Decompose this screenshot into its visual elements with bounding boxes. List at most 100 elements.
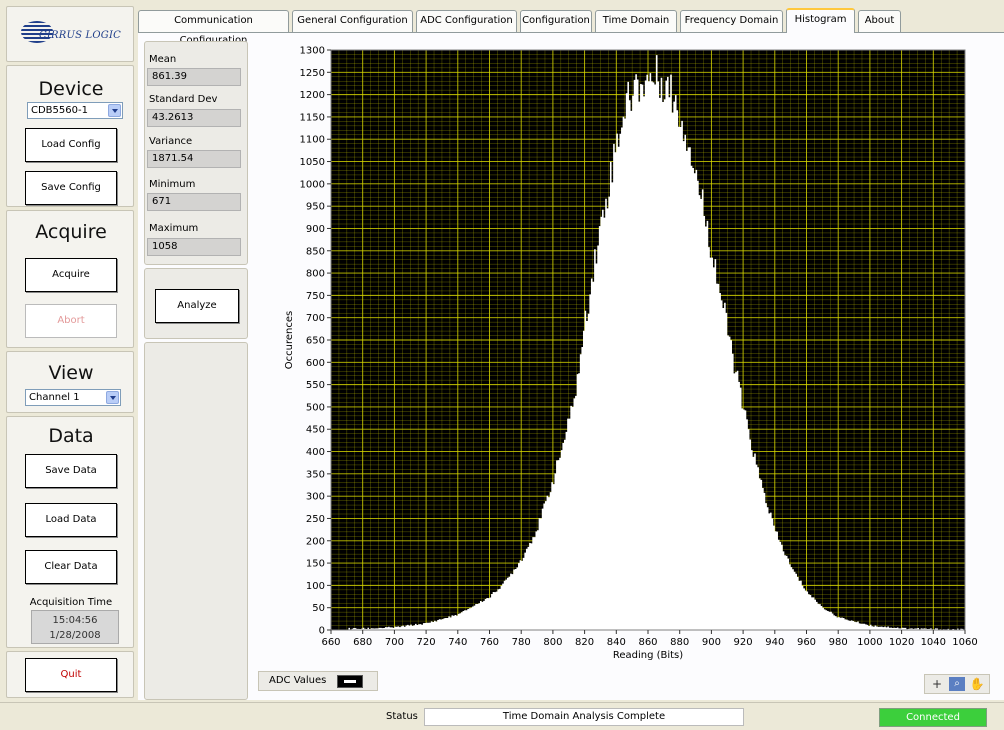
histogram-chart[interactable]: 0 50 100 150 200 250 300 350 400 450 500 550 600 650 7… bbox=[258, 40, 998, 670]
acquisition-date: 1/28/2008 bbox=[49, 630, 101, 641]
chevron-down-icon[interactable] bbox=[108, 104, 121, 117]
save-data-button[interactable]: Save Data bbox=[25, 454, 117, 488]
device-heading: Device bbox=[38, 78, 104, 100]
std-dev-value: 43.2613 bbox=[147, 109, 241, 127]
cursor-crosshair-icon[interactable]: + bbox=[931, 677, 943, 691]
y-tick-label: 1250 bbox=[300, 68, 325, 79]
minimum-label: Minimum bbox=[149, 179, 196, 190]
y-tick-label: 750 bbox=[306, 291, 325, 302]
acquisition-time-label: Acquisition Time bbox=[29, 597, 113, 608]
tab-configuration[interactable]: Configuration bbox=[520, 10, 592, 32]
cirrus-logo-icon bbox=[21, 21, 53, 43]
y-tick-label: 1000 bbox=[300, 179, 325, 190]
y-tick-label: 1050 bbox=[300, 157, 325, 168]
y-tick-label: 950 bbox=[306, 202, 325, 213]
y-tick-label: 650 bbox=[306, 336, 325, 347]
tab-adc-configuration[interactable]: ADC Configuration bbox=[416, 10, 517, 32]
acquire-button[interactable]: Acquire bbox=[25, 258, 117, 292]
y-tick-label: 150 bbox=[306, 559, 325, 570]
y-tick-label: 500 bbox=[306, 402, 325, 413]
y-tick-label: 700 bbox=[306, 313, 325, 324]
y-tick-label: 300 bbox=[306, 492, 325, 503]
x-tick-label: 900 bbox=[702, 637, 721, 648]
std-dev-label: Standard Dev bbox=[149, 94, 218, 105]
y-tick-label: 1300 bbox=[300, 46, 325, 57]
x-axis-label: Reading (Bits) bbox=[613, 650, 683, 661]
load-data-button[interactable]: Load Data bbox=[25, 503, 117, 537]
quit-button[interactable]: Quit bbox=[25, 658, 117, 692]
minimum-value: 671 bbox=[147, 193, 241, 211]
tab-frequency-domain[interactable]: Frequency Domain bbox=[680, 10, 783, 32]
x-tick-label: 720 bbox=[417, 637, 436, 648]
device-section: Device CDB5560-1 Load Config Save Config bbox=[6, 65, 134, 207]
view-heading: View bbox=[48, 362, 94, 384]
tab-histogram[interactable]: Histogram bbox=[786, 8, 855, 33]
x-tick-label: 960 bbox=[797, 637, 816, 648]
zoom-icon[interactable]: ⌕ bbox=[949, 677, 965, 691]
maximum-value: 1058 bbox=[147, 238, 241, 256]
y-tick-label: 400 bbox=[306, 447, 325, 458]
tab-time-domain[interactable]: Time Domain bbox=[595, 10, 677, 32]
abort-button[interactable]: Abort bbox=[25, 304, 117, 338]
data-heading: Data bbox=[48, 425, 94, 447]
cirrus-logic-logo: CIRRUS LOGIC bbox=[21, 21, 123, 49]
tab-about[interactable]: About bbox=[858, 10, 901, 32]
x-tick-label: 700 bbox=[385, 637, 404, 648]
view-select[interactable]: Channel 1 bbox=[25, 389, 121, 406]
y-tick-label: 900 bbox=[306, 224, 325, 235]
acquire-heading: Acquire bbox=[35, 221, 107, 243]
legend-label: ADC Values bbox=[269, 675, 327, 686]
pan-hand-icon[interactable]: ✋ bbox=[969, 677, 985, 691]
x-tick-label: 760 bbox=[480, 637, 499, 648]
x-tick-label: 1040 bbox=[921, 637, 946, 648]
x-tick-label: 880 bbox=[670, 637, 689, 648]
y-tick-label: 200 bbox=[306, 536, 325, 547]
x-tick-label: 820 bbox=[575, 637, 594, 648]
x-tick-label: 800 bbox=[543, 637, 562, 648]
view-select-value: Channel 1 bbox=[29, 392, 80, 403]
tab-communication-configuration[interactable]: Communication Configuration bbox=[138, 10, 289, 46]
view-section: View Channel 1 bbox=[6, 351, 134, 413]
load-config-button[interactable]: Load Config bbox=[25, 128, 117, 162]
y-tick-label: 50 bbox=[312, 603, 325, 614]
y-tick-label: 350 bbox=[306, 469, 325, 480]
tab-general-configuration[interactable]: General Configuration bbox=[292, 10, 413, 32]
y-tick-label: 800 bbox=[306, 269, 325, 280]
y-tick-label: 1200 bbox=[300, 90, 325, 101]
x-tick-label: 660 bbox=[321, 637, 340, 648]
x-tick-label: 980 bbox=[829, 637, 848, 648]
acquisition-time-display: 15:04:56 1/28/2008 bbox=[31, 610, 119, 644]
histogram-bars bbox=[348, 55, 964, 631]
empty-panel bbox=[144, 342, 248, 700]
mean-label: Mean bbox=[149, 54, 177, 65]
device-select[interactable]: CDB5560-1 bbox=[27, 102, 123, 119]
x-tick-label: 1000 bbox=[857, 637, 882, 648]
plot-legend: ADC Values bbox=[258, 671, 378, 691]
x-tick-label: 920 bbox=[734, 637, 753, 648]
x-tick-label: 860 bbox=[638, 637, 657, 648]
status-bar: Status Time Domain Analysis Complete Con… bbox=[0, 702, 1004, 730]
x-tick-label: 940 bbox=[765, 637, 784, 648]
data-section: Data Save Data Load Data Clear Data Acqu… bbox=[6, 416, 134, 648]
status-label: Status bbox=[386, 711, 418, 722]
left-panel: CIRRUS LOGIC Device CDB5560-1 Load Confi… bbox=[6, 6, 134, 698]
variance-value: 1871.54 bbox=[147, 150, 241, 168]
clear-data-button[interactable]: Clear Data bbox=[25, 550, 117, 584]
chevron-down-icon[interactable] bbox=[106, 391, 119, 404]
legend-swatch-icon[interactable] bbox=[337, 675, 363, 688]
y-tick-label: 100 bbox=[306, 581, 325, 592]
x-tick-label: 780 bbox=[512, 637, 531, 648]
status-message: Time Domain Analysis Complete bbox=[424, 708, 744, 726]
x-tick-label: 680 bbox=[353, 637, 372, 648]
save-config-button[interactable]: Save Config bbox=[25, 171, 117, 205]
logo-section: CIRRUS LOGIC bbox=[6, 6, 134, 62]
acquisition-time: 15:04:56 bbox=[52, 615, 98, 626]
x-tick-label: 840 bbox=[607, 637, 626, 648]
device-select-value: CDB5560-1 bbox=[31, 105, 88, 116]
connection-indicator: Connected bbox=[879, 708, 987, 727]
graph-palette: + ⌕ ✋ bbox=[924, 674, 990, 694]
y-tick-label: 1100 bbox=[300, 135, 325, 146]
acquire-section: Acquire Acquire Abort bbox=[6, 210, 134, 348]
analyze-button[interactable]: Analyze bbox=[155, 289, 239, 323]
quit-section: Quit bbox=[6, 651, 134, 698]
